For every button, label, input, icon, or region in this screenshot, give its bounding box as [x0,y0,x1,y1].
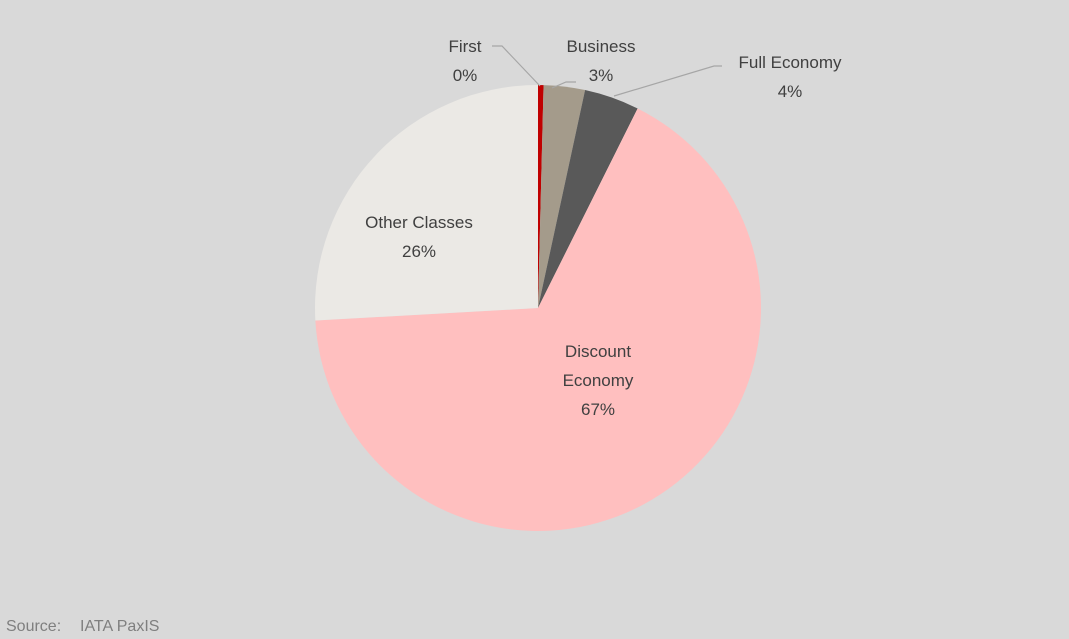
value-label: 0% [452,66,478,85]
category-name: Discount Economy [562,342,634,390]
category-name: First [448,37,482,56]
pie-slice [315,108,761,531]
slice-label: Business 3% [551,32,651,90]
pie-slice [538,90,638,308]
leader-line [613,65,722,97]
pie [314,85,761,531]
slice-label: Full Economy 4% [710,48,870,106]
slice-label: First 0% [435,32,495,90]
leader-line [492,45,541,87]
category-name: Full Economy [738,53,842,72]
source: IATA PaxIS [80,618,160,635]
value-label: 67% [580,400,616,419]
source-label: Source: [6,618,62,635]
category-name: Business [566,37,636,56]
value-label: 3% [588,66,614,85]
pie-slice [538,85,586,309]
value-label: 4% [777,82,803,101]
pie-slice [538,85,544,308]
slice-label: Other Classes 26% [339,208,499,266]
value-label: 26% [401,242,437,261]
pie-slice [314,85,538,321]
leader-line [551,81,576,89]
slice-label: Discount Economy 67% [543,337,653,424]
category-name: Other Classes [365,213,473,232]
